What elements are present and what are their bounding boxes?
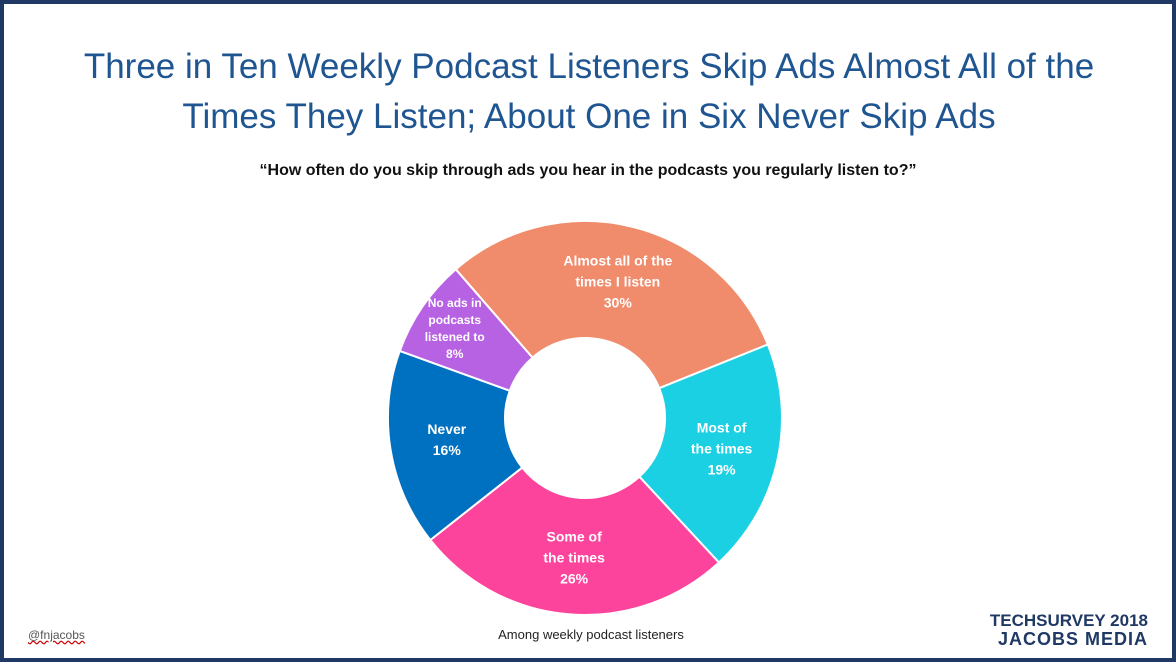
logo-line: TECHSURVEY 2018 — [989, 611, 1148, 630]
slice-label: No ads in podcasts listened to 8% — [415, 295, 495, 363]
donut-chart — [387, 220, 783, 616]
donut-slice — [454, 220, 770, 390]
value-label: 26% — [560, 570, 589, 587]
category-label: No ads in podcasts listened to — [424, 295, 485, 344]
slice-label: Most of the times 19% — [687, 417, 757, 480]
donut-slice — [637, 343, 783, 564]
note: Among weekly podcast listeners — [498, 627, 684, 642]
donut-slice — [398, 267, 534, 393]
logo-line: JACOBS MEDIA — [997, 629, 1148, 649]
value-label: 19% — [707, 461, 736, 478]
slice-label: Almost all of the times I listen 30% — [553, 250, 683, 313]
category-label: Some of the times — [543, 528, 605, 566]
slice-label: Never 16% — [417, 419, 477, 461]
subtitle: “How often do you skip through ads you h… — [259, 162, 917, 179]
donut-slice — [428, 466, 721, 616]
value-label: 16% — [432, 442, 461, 459]
category-label: Almost all of the times I listen — [563, 252, 673, 290]
donut-slice — [387, 349, 524, 542]
value-label: 8% — [446, 346, 464, 361]
handle: @fnjacobs — [28, 628, 85, 642]
title: Three in Ten Weekly Podcast Listeners Sk… — [83, 47, 1095, 136]
logo: TECHSURVEY 2018 JACOBS MEDIA — [989, 611, 1148, 649]
category-label: Most of the times — [690, 419, 753, 457]
slice-label: Some of the times 26% — [539, 526, 609, 589]
category-label: Never — [427, 421, 467, 438]
value-label: 30% — [603, 294, 632, 311]
